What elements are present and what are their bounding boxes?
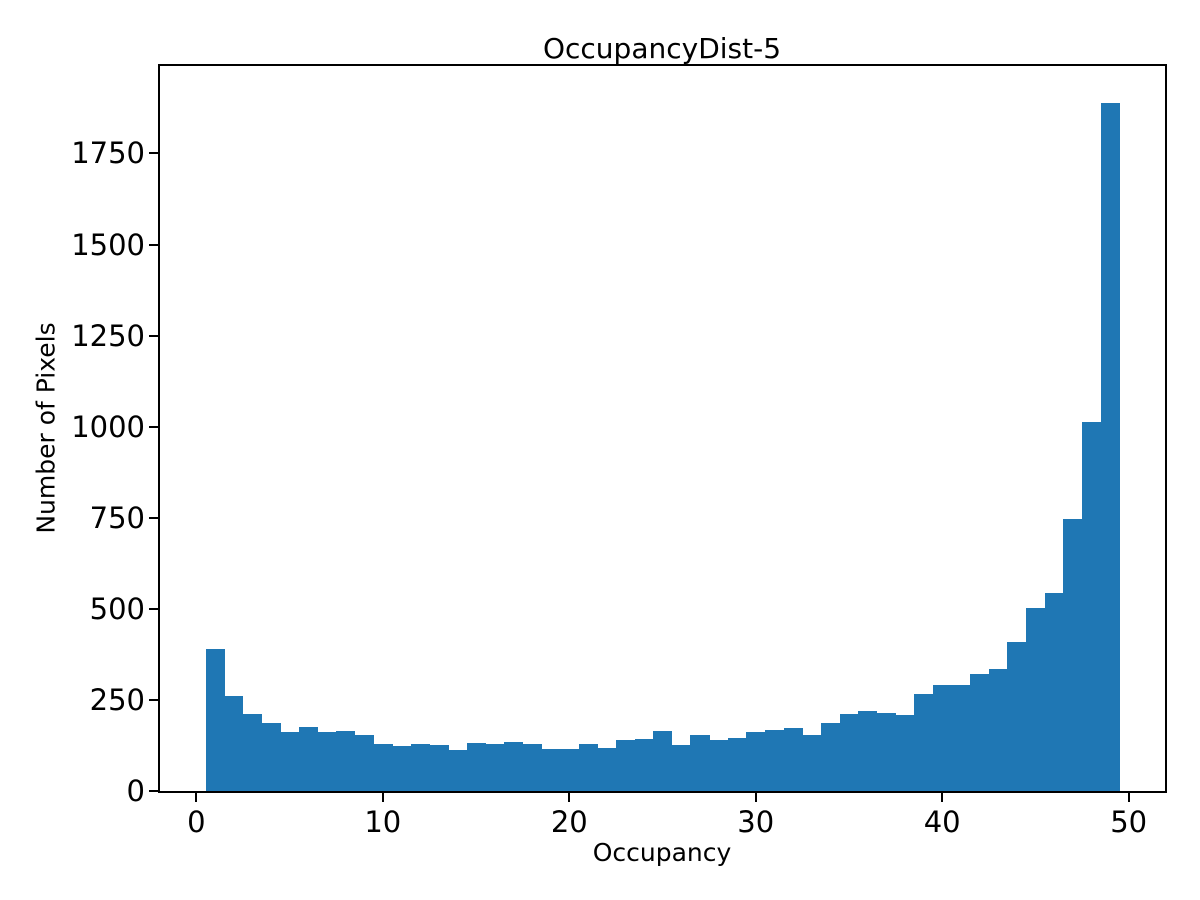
plot-area xyxy=(158,64,1167,793)
histogram-bar xyxy=(261,723,281,791)
y-tick-mark xyxy=(149,607,158,610)
x-tick-label: 30 xyxy=(737,805,775,839)
histogram-bar xyxy=(485,744,505,791)
histogram-bar xyxy=(578,744,598,791)
histogram-bar xyxy=(317,731,337,791)
histogram-bar xyxy=(205,648,225,791)
y-tick-mark xyxy=(149,152,158,155)
y-tick-label: 0 xyxy=(126,774,145,808)
histogram-bar xyxy=(504,742,524,791)
y-axis-label: Number of Pixels xyxy=(31,322,61,534)
y-tick-label: 250 xyxy=(89,682,145,717)
x-tick-mark xyxy=(195,793,198,802)
histogram-bar xyxy=(746,731,766,791)
chart-title: OccupancyDist-5 xyxy=(542,32,782,65)
histogram-bar xyxy=(242,713,263,791)
histogram-bar xyxy=(932,684,952,791)
y-tick-mark xyxy=(149,334,158,337)
x-tick-mark xyxy=(1127,793,1130,802)
y-tick-label: 1750 xyxy=(71,136,145,171)
x-tick-mark xyxy=(941,793,944,802)
histogram-bar xyxy=(820,723,841,791)
histogram-bar xyxy=(634,738,654,791)
x-tick-mark xyxy=(381,793,384,802)
histogram-bar xyxy=(783,728,803,791)
histogram-bar xyxy=(765,729,785,791)
histogram-bar xyxy=(653,731,673,791)
histogram-bar xyxy=(354,734,374,791)
y-tick-mark xyxy=(149,790,158,792)
y-tick-mark xyxy=(149,698,158,701)
y-tick-label: 1000 xyxy=(71,409,145,444)
histogram-bar xyxy=(541,749,561,791)
x-axis-label: Occupancy xyxy=(592,838,732,867)
histogram-bar xyxy=(802,735,822,791)
x-tick-label: 0 xyxy=(187,805,206,839)
histogram-bar xyxy=(280,732,300,791)
x-tick-mark xyxy=(568,793,571,802)
histogram-bar xyxy=(709,740,729,791)
histogram-bar xyxy=(1044,593,1064,791)
x-tick-label: 40 xyxy=(923,805,961,839)
histogram-bar xyxy=(1082,422,1102,791)
histogram-bar xyxy=(298,727,319,791)
histogram-bar xyxy=(1063,519,1083,791)
histogram-bar xyxy=(876,713,897,791)
x-tick-label: 20 xyxy=(550,805,588,839)
histogram-bar xyxy=(988,668,1008,791)
y-tick-label: 1500 xyxy=(71,227,145,262)
y-tick-label: 1250 xyxy=(71,318,145,353)
histogram-bar xyxy=(410,744,430,791)
histogram-bar xyxy=(559,748,580,791)
histogram-bar xyxy=(336,730,356,791)
histogram-bar xyxy=(690,734,710,791)
histogram-bar xyxy=(448,749,468,791)
histogram-bar xyxy=(1026,608,1046,791)
x-tick-label: 10 xyxy=(364,805,402,839)
histogram-bar xyxy=(970,674,990,791)
histogram-bar xyxy=(951,684,971,791)
x-tick-mark xyxy=(754,793,757,802)
histogram-bar xyxy=(466,742,486,791)
y-tick-mark xyxy=(149,243,158,246)
histogram-bar xyxy=(429,745,449,791)
histogram-bar xyxy=(839,714,859,791)
histogram-bar xyxy=(597,747,617,791)
histogram-bar xyxy=(895,715,915,791)
x-tick-label: 50 xyxy=(1110,805,1148,839)
bars-layer xyxy=(160,66,1165,791)
histogram-bar xyxy=(1007,642,1027,791)
histogram-bar xyxy=(392,746,412,791)
histogram-bar xyxy=(1100,103,1120,791)
histogram-bar xyxy=(671,745,691,791)
histogram-bar xyxy=(858,711,878,791)
y-tick-mark xyxy=(149,425,158,428)
histogram-bar xyxy=(224,696,244,791)
y-tick-label: 500 xyxy=(89,591,145,626)
histogram-bar xyxy=(615,740,636,791)
y-tick-label: 750 xyxy=(89,500,145,535)
histogram-bar xyxy=(727,737,747,791)
histogram-bar xyxy=(914,694,934,791)
y-tick-mark xyxy=(149,516,158,519)
histogram-bar xyxy=(522,744,542,791)
histogram-bar xyxy=(373,744,393,791)
